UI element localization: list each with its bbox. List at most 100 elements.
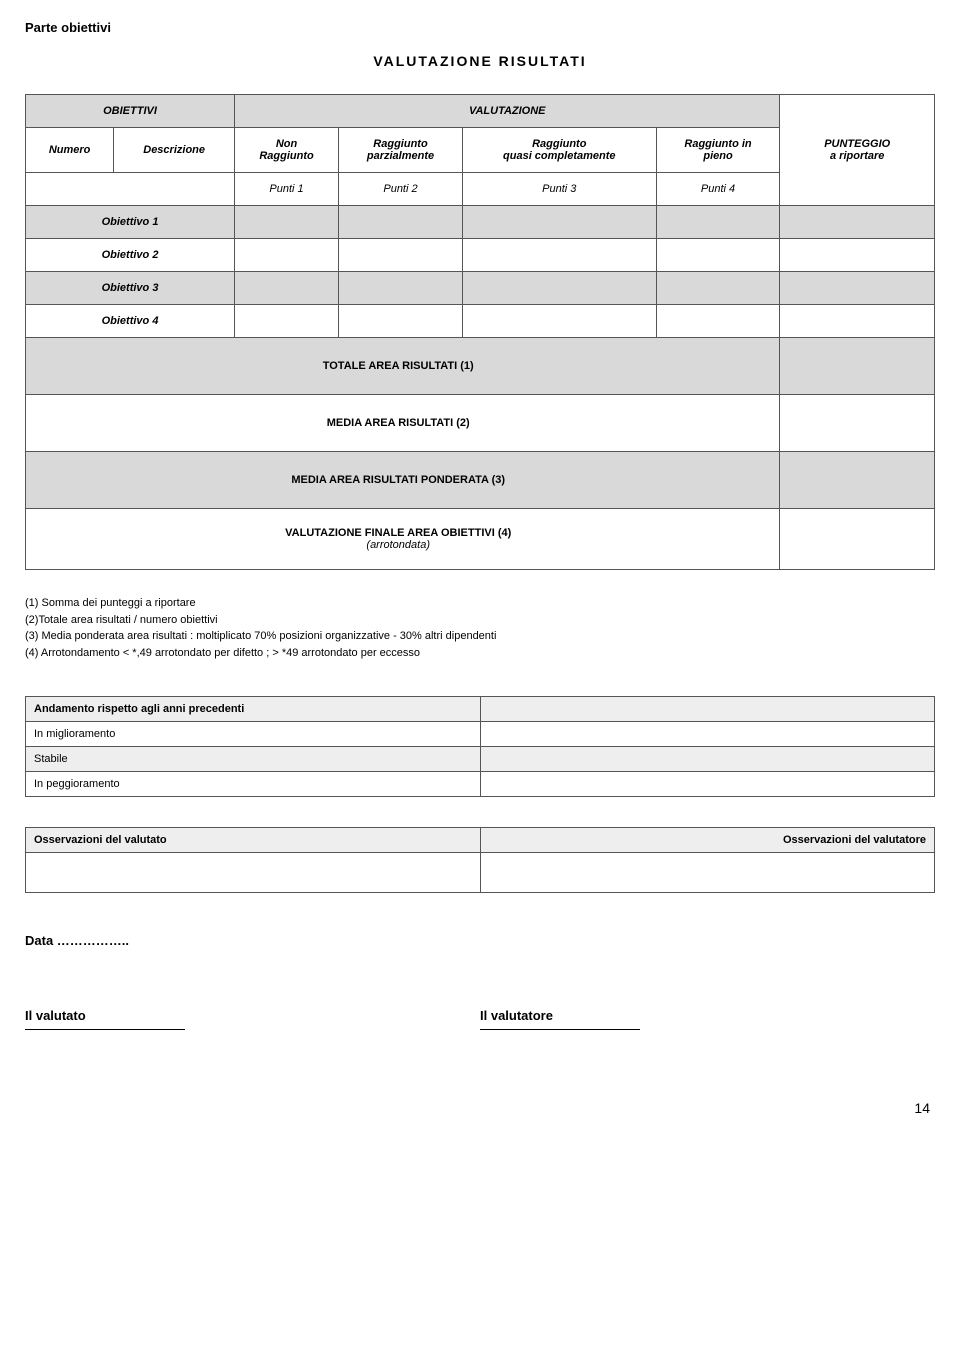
sign-line-valutato [25, 1029, 185, 1030]
andamento-header-label: Andamento rispetto agli anni precedenti [26, 697, 481, 722]
c [235, 206, 339, 239]
blank [480, 747, 935, 772]
c [339, 239, 463, 272]
c [235, 272, 339, 305]
th-valutazione: VALUTAZIONE [235, 95, 780, 128]
th-quasi: Raggiunto quasi completamente [462, 128, 656, 173]
row-obiettivo-4: Obiettivo 4 [26, 305, 935, 338]
vf-l2: (arrotondata) [32, 539, 764, 551]
signature-row: Il valutato Il valutatore [25, 1008, 935, 1030]
c [780, 272, 935, 305]
pn-l2: pieno [663, 150, 774, 162]
punteggio-l1: PUNTEGGIO [786, 138, 928, 150]
punti1: Punti 1 [235, 173, 339, 206]
c [656, 239, 780, 272]
th-descrizione: Descrizione [114, 128, 235, 173]
val-finale-val [780, 509, 935, 570]
row-obiettivo-1: Obiettivo 1 [26, 206, 935, 239]
vf-l1: VALUTAZIONE FINALE AREA OBIETTIVI (4) [32, 527, 764, 539]
cell-empty-left [26, 173, 235, 206]
row-totale: TOTALE AREA RISULTATI (1) [26, 338, 935, 395]
th-numero: Numero [26, 128, 114, 173]
punti2: Punti 2 [339, 173, 463, 206]
th-pieno: Raggiunto in pieno [656, 128, 780, 173]
label-ob2: Obiettivo 2 [26, 239, 235, 272]
label-ob3: Obiettivo 3 [26, 272, 235, 305]
note-2: (2)Totale area risultati / numero obiett… [25, 612, 935, 629]
sign-valutato: Il valutato [25, 1008, 480, 1030]
th-non-raggiunto: Non Raggiunto [235, 128, 339, 173]
row-media-ponderata: MEDIA AREA RISULTATI PONDERATA (3) [26, 452, 935, 509]
nr-l1: Non [241, 138, 332, 150]
sign-line-valutatore [480, 1029, 640, 1030]
notes-block: (1) Somma dei punteggi a riportare (2)To… [25, 595, 935, 661]
andamento-table: Andamento rispetto agli anni precedenti … [25, 696, 935, 797]
oss-valutato-header: Osservazioni del valutato [26, 828, 481, 853]
c [462, 305, 656, 338]
row-obiettivo-2: Obiettivo 2 [26, 239, 935, 272]
punti3: Punti 3 [462, 173, 656, 206]
c [462, 206, 656, 239]
media-pond-val [780, 452, 935, 509]
sign-valutato-label: Il valutato [25, 1008, 480, 1023]
c [235, 239, 339, 272]
oss-valutatore-header: Osservazioni del valutatore [480, 828, 935, 853]
media-pond-label: MEDIA AREA RISULTATI PONDERATA (3) [26, 452, 780, 509]
sign-valutatore-label: Il valutatore [480, 1008, 935, 1023]
andamento-header: Andamento rispetto agli anni precedenti [26, 697, 935, 722]
section-title: Parte obiettivi [25, 20, 935, 35]
data-label: Data …………….. [25, 933, 935, 948]
totale-label: TOTALE AREA RISULTATI (1) [26, 338, 780, 395]
c [656, 206, 780, 239]
oss-blank-row [26, 853, 935, 893]
valutazione-table: OBIETTIVI VALUTAZIONE PUNTEGGIO a riport… [25, 94, 935, 570]
pz-l2: parzialmente [345, 150, 456, 162]
row-obiettivo-3: Obiettivo 3 [26, 272, 935, 305]
label-ob1: Obiettivo 1 [26, 206, 235, 239]
oss-header: Osservazioni del valutato Osservazioni d… [26, 828, 935, 853]
row-valutazione-finale: VALUTAZIONE FINALE AREA OBIETTIVI (4) (a… [26, 509, 935, 570]
andamento-row-1: In miglioramento [26, 722, 935, 747]
andamento-r3: In peggioramento [26, 772, 481, 797]
note-1: (1) Somma dei punteggi a riportare [25, 595, 935, 612]
th-punteggio: PUNTEGGIO a riportare [780, 95, 935, 206]
osservazioni-table: Osservazioni del valutato Osservazioni d… [25, 827, 935, 893]
c [339, 305, 463, 338]
c [339, 206, 463, 239]
blank [480, 772, 935, 797]
th-parzialmente: Raggiunto parzialmente [339, 128, 463, 173]
c [780, 239, 935, 272]
sign-valutatore: Il valutatore [480, 1008, 935, 1030]
totale-val [780, 338, 935, 395]
page-number: 14 [25, 1100, 935, 1116]
val-finale-label: VALUTAZIONE FINALE AREA OBIETTIVI (4) (a… [26, 509, 780, 570]
punti4: Punti 4 [656, 173, 780, 206]
oss-valutatore-cell [480, 853, 935, 893]
nr-l2: Raggiunto [241, 150, 332, 162]
qc-l1: Raggiunto [469, 138, 650, 150]
blank [480, 722, 935, 747]
andamento-row-2: Stabile [26, 747, 935, 772]
andamento-header-blank [480, 697, 935, 722]
c [656, 305, 780, 338]
c [339, 272, 463, 305]
pz-l1: Raggiunto [345, 138, 456, 150]
note-4: (4) Arrotondamento < *,49 arrotondato pe… [25, 645, 935, 662]
pn-l1: Raggiunto in [663, 138, 774, 150]
media-label: MEDIA AREA RISULTATI (2) [26, 395, 780, 452]
c [780, 206, 935, 239]
andamento-r2: Stabile [26, 747, 481, 772]
andamento-r1: In miglioramento [26, 722, 481, 747]
heading-valutazione-risultati: VALUTAZIONE RISULTATI [25, 53, 935, 69]
label-ob4: Obiettivo 4 [26, 305, 235, 338]
note-3: (3) Media ponderata area risultati : mol… [25, 628, 935, 645]
oss-valutato-cell [26, 853, 481, 893]
c [235, 305, 339, 338]
c [656, 272, 780, 305]
qc-l2: quasi completamente [469, 150, 650, 162]
c [462, 239, 656, 272]
punteggio-l2: a riportare [786, 150, 928, 162]
row-media: MEDIA AREA RISULTATI (2) [26, 395, 935, 452]
andamento-row-3: In peggioramento [26, 772, 935, 797]
th-obiettivi: OBIETTIVI [26, 95, 235, 128]
